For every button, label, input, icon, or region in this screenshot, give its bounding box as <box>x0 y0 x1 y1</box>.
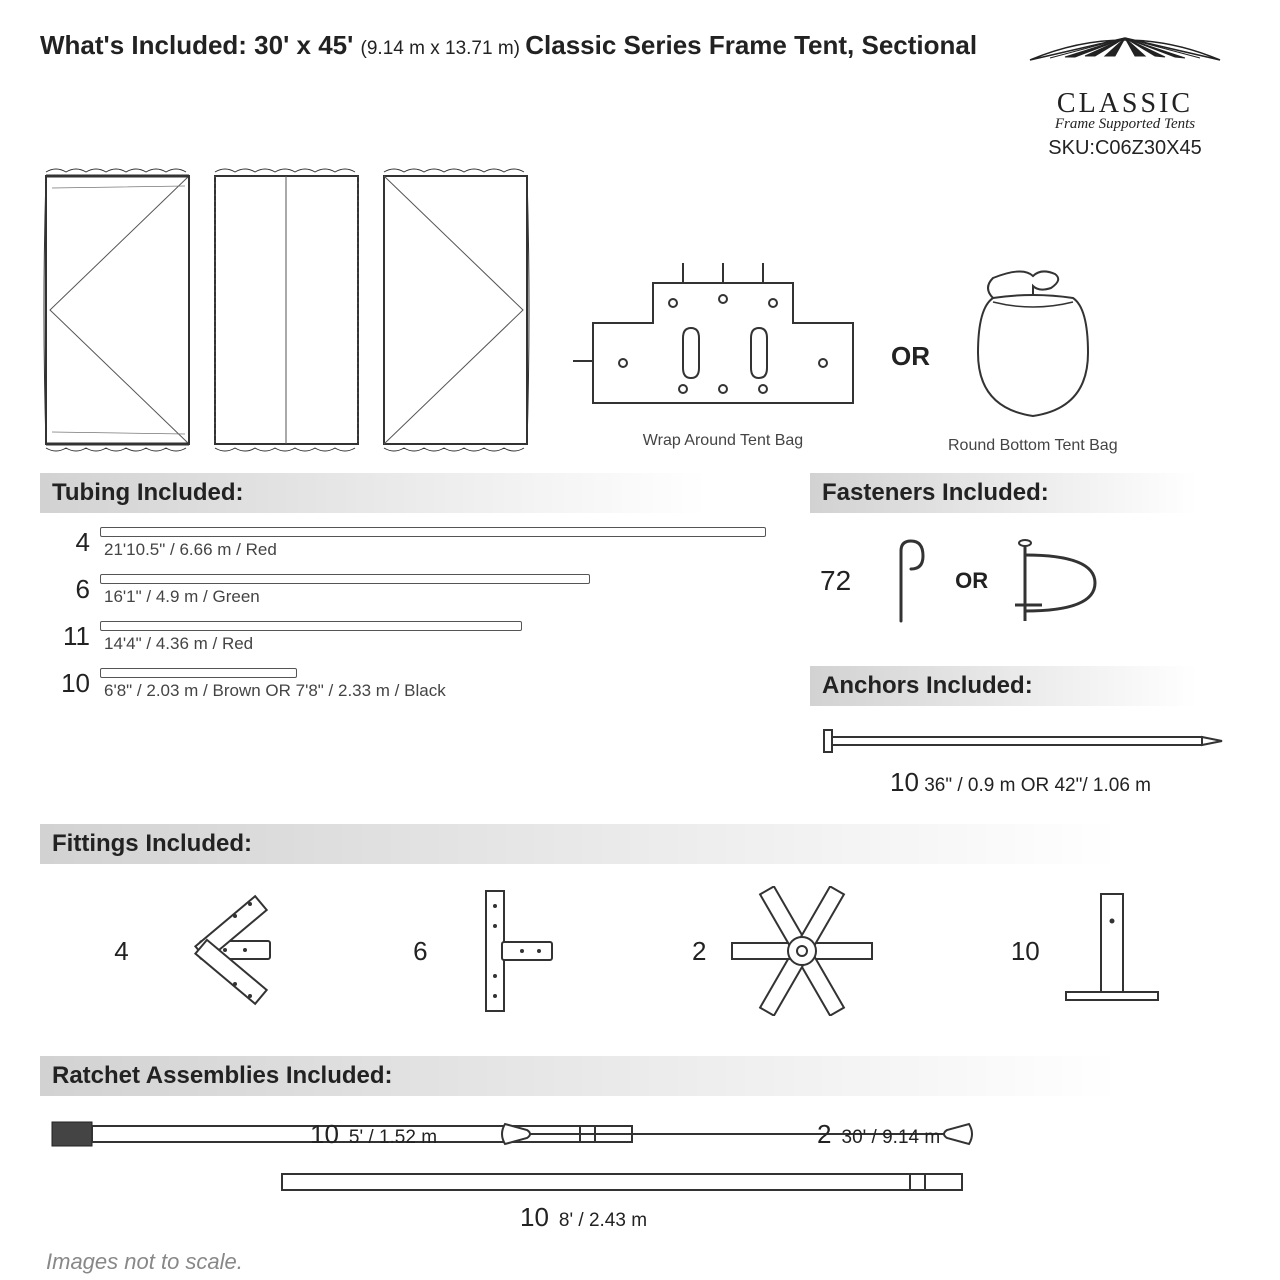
ratchet-strap2-spec: 108' / 2.43 m <box>520 1202 1230 1233</box>
sku-text: SKU:C06Z30X45 <box>1010 137 1240 160</box>
ratchet-spec-text: 5' / 1.52 m <box>349 1127 437 1148</box>
tube-icon <box>100 574 590 584</box>
tee-fitting-icon <box>444 886 564 1016</box>
tubing-spec: 14'4" / 4.36 m / Red <box>100 634 780 654</box>
wrap-bag: Wrap Around Tent Bag <box>573 263 873 450</box>
footnote: Images not to scale. <box>40 1249 1240 1275</box>
tubing-qty: 11 <box>52 621 100 652</box>
anchors-spec-text: 36" / 0.9 m OR 42"/ 1.06 m <box>919 775 1151 796</box>
fasteners-qty: 72 <box>820 565 861 597</box>
round-bag-label: Round Bottom Tent Bag <box>948 437 1118 455</box>
ratchet-row-1: 105' / 1.52 m 230' / 9.14 m <box>50 1116 1230 1152</box>
wrap-bag-label: Wrap Around Tent Bag <box>573 432 873 450</box>
tubing-row: 10 6'8" / 2.03 m / Brown OR 7'8" / 2.33 … <box>52 668 780 701</box>
ratchets-header: Ratchet Assemblies Included: <box>40 1056 1240 1096</box>
title-suffix: Classic Series Frame Tent, Sectional <box>525 30 977 60</box>
tent-panel-end-left-icon <box>40 168 195 453</box>
header-row: What's Included: 30' x 45' (9.14 m x 13.… <box>40 30 1240 160</box>
top-diagrams: Wrap Around Tent Bag OR Round Bottom Ten… <box>40 168 1240 455</box>
wrap-bag-icon <box>573 263 873 423</box>
crown-fitting-icon <box>722 886 882 1016</box>
base-plate-fitting-icon <box>1056 886 1166 1016</box>
ratchet-spec-text: 8' / 2.43 m <box>559 1210 647 1231</box>
fasteners-or: OR <box>955 568 988 594</box>
fitting-qty: 2 <box>692 936 706 967</box>
tubing-qty: 4 <box>52 527 100 558</box>
fittings-body: 4 6 2 <box>40 864 1240 1038</box>
tube-icon <box>100 527 766 537</box>
brand-subtitle: Frame Supported Tents <box>1010 116 1240 133</box>
title-sub: (9.14 m x 13.71 m) <box>361 38 526 59</box>
fitting-item: 6 <box>413 886 563 1016</box>
anchors-qty: 10 <box>890 767 919 797</box>
tubing-row: 11 14'4" / 4.36 m / Red <box>52 621 780 654</box>
anchors-spec: 10 36" / 0.9 m OR 42"/ 1.06 m <box>820 767 1230 798</box>
tubing-spec: 6'8" / 2.03 m / Brown OR 7'8" / 2.33 m /… <box>100 681 780 701</box>
round-bag: Round Bottom Tent Bag <box>948 258 1118 455</box>
tent-panel-mid-icon <box>209 168 364 453</box>
tubing-spec: 21'10.5" / 6.66 m / Red <box>100 540 780 560</box>
tubing-header: Tubing Included: <box>40 473 780 513</box>
corner-fitting-icon <box>145 891 285 1011</box>
ratchet-strap1-spec: 105' / 1.52 m <box>310 1119 437 1150</box>
ratchet-qty: 10 <box>520 1202 559 1232</box>
ratchet-qty: 10 <box>310 1119 349 1149</box>
anchors-header: Anchors Included: <box>810 666 1240 706</box>
anchors-body: 10 36" / 0.9 m OR 42"/ 1.06 m <box>810 706 1240 806</box>
fittings-header: Fittings Included: <box>40 824 1240 864</box>
tubing-spec: 16'1" / 4.9 m / Green <box>100 587 780 607</box>
tubing-row: 6 16'1" / 4.9 m / Green <box>52 574 780 607</box>
ratchet-cable-spec: 230' / 9.14 m <box>817 1119 940 1150</box>
tubing-qty: 10 <box>52 668 100 699</box>
fitting-item: 2 <box>692 886 882 1016</box>
fasteners-header: Fasteners Included: <box>810 473 1240 513</box>
fitting-qty: 6 <box>413 936 427 967</box>
tent-logo-icon <box>1020 30 1230 86</box>
fitting-qty: 10 <box>1011 936 1040 967</box>
fitting-qty: 4 <box>114 936 128 967</box>
stake-icon <box>820 724 1230 756</box>
r-pin-icon <box>883 536 933 626</box>
title-prefix: What's Included: 30' x 45' <box>40 30 361 60</box>
tubing-row: 4 21'10.5" / 6.66 m / Red <box>52 527 780 560</box>
tube-icon <box>100 621 522 631</box>
bags-area: Wrap Around Tent Bag OR Round Bottom Ten… <box>573 258 1118 455</box>
brand-name: CLASSIC <box>1010 91 1240 116</box>
tent-panels <box>40 168 533 455</box>
d-ring-pin-icon <box>1010 533 1110 628</box>
page-title: What's Included: 30' x 45' (9.14 m x 13.… <box>40 30 977 61</box>
round-bag-icon <box>963 258 1103 428</box>
brand-logo: CLASSIC Frame Supported Tents SKU:C06Z30… <box>1010 30 1240 160</box>
tent-panel-end-right-icon <box>378 168 533 453</box>
ratchet-spec-text: 30' / 9.14 m <box>842 1127 941 1148</box>
fitting-item: 4 <box>114 891 284 1011</box>
tubing-qty: 6 <box>52 574 100 605</box>
mid-row: Tubing Included: 4 21'10.5" / 6.66 m / R… <box>40 455 1240 806</box>
ratchets-body: 105' / 1.52 m 230' / 9.14 m 108' / 2.43 … <box>40 1096 1240 1233</box>
fasteners-body: 72 OR <box>810 513 1240 648</box>
ratchet-row-2 <box>50 1168 1230 1198</box>
tubing-list: 4 21'10.5" / 6.66 m / Red 6 16'1" / 4.9 … <box>40 527 780 701</box>
tube-icon <box>100 668 297 678</box>
long-strap-icon <box>280 1168 980 1198</box>
fitting-item: 10 <box>1011 886 1166 1016</box>
ratchet-qty: 2 <box>817 1119 841 1149</box>
bags-or: OR <box>891 341 930 372</box>
